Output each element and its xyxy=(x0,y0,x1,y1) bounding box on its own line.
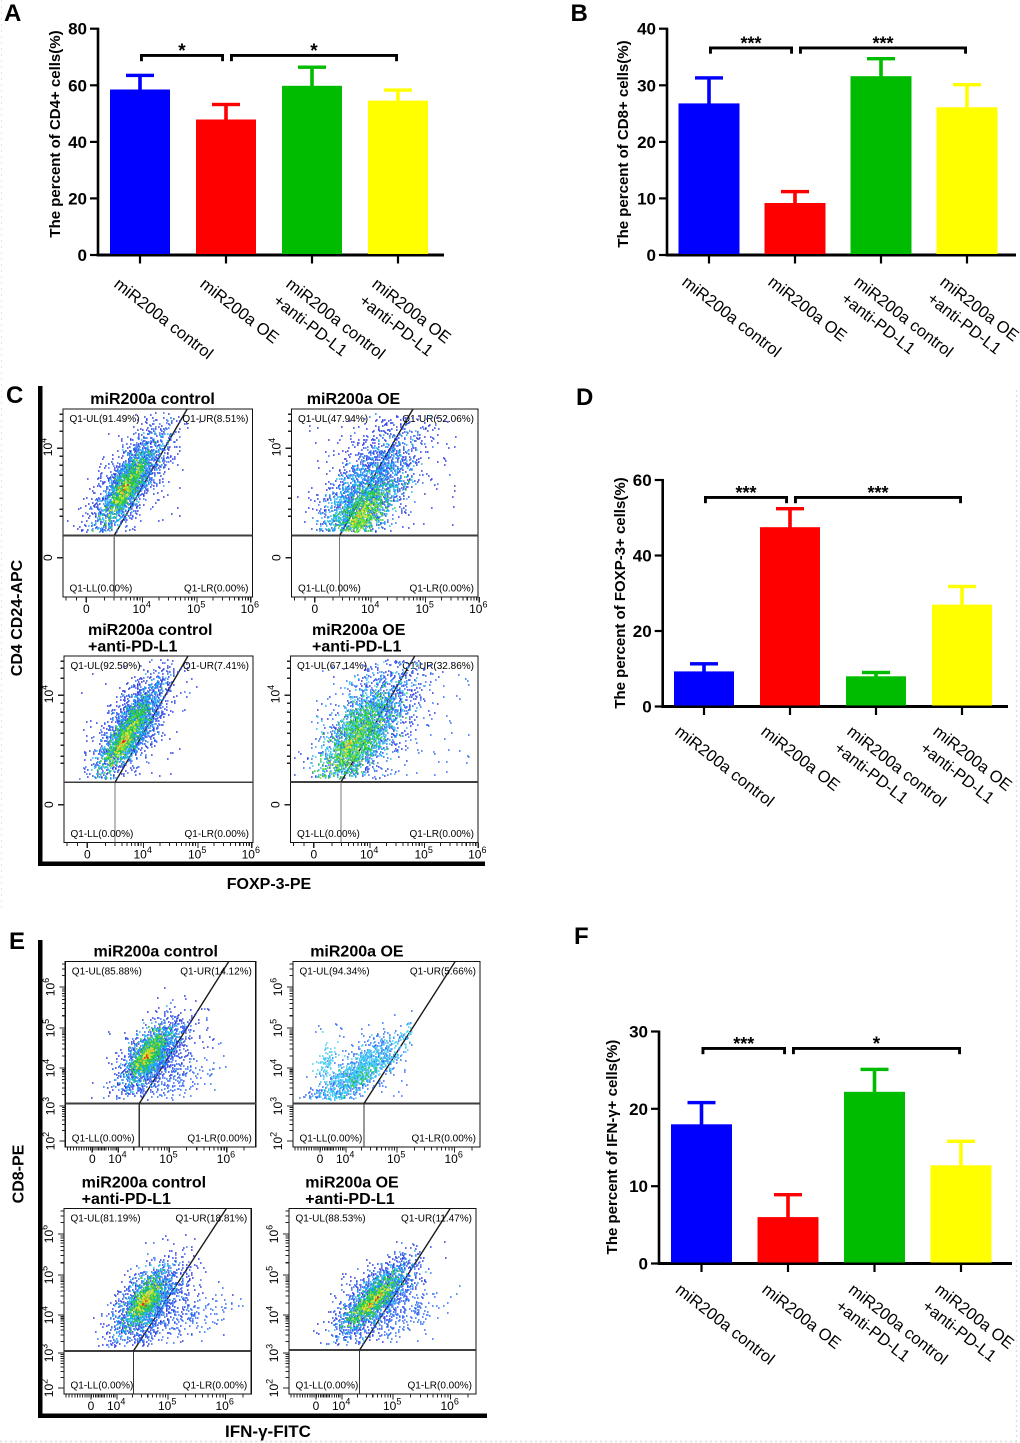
svg-text:The percent of FOXP-3+ cells(%: The percent of FOXP-3+ cells(%) xyxy=(612,477,629,708)
svg-text:Q1-UR(14.12%): Q1-UR(14.12%) xyxy=(180,967,252,978)
svg-text:Q1-UR(52.06%): Q1-UR(52.06%) xyxy=(402,414,474,425)
svg-text:Q1-LL(0.00%): Q1-LL(0.00%) xyxy=(297,829,360,840)
svg-text:0: 0 xyxy=(89,1152,96,1166)
svg-text:Q1-UR(7.41%): Q1-UR(7.41%) xyxy=(183,661,249,672)
svg-text:miR200a control: miR200a control xyxy=(94,944,218,961)
svg-text:0: 0 xyxy=(642,698,651,717)
svg-text:10: 10 xyxy=(637,189,656,208)
svg-text:+anti-PD-L1: +anti-PD-L1 xyxy=(305,1191,394,1208)
svg-text:Q1-UL(92.59%): Q1-UL(92.59%) xyxy=(71,661,141,672)
svg-text:0: 0 xyxy=(269,801,283,808)
svg-text:Q1-LL(0.00%): Q1-LL(0.00%) xyxy=(298,584,361,595)
svg-text:miR200a OE: miR200a OE xyxy=(310,944,404,961)
svg-text:20: 20 xyxy=(629,1100,648,1119)
svg-text:A: A xyxy=(4,0,21,27)
svg-text:miR200a control: miR200a control xyxy=(88,622,212,639)
svg-text:0: 0 xyxy=(78,246,87,265)
svg-text:miR200a OE: miR200a OE xyxy=(312,622,406,639)
svg-text:Q1-UL(94.34%): Q1-UL(94.34%) xyxy=(300,967,370,978)
svg-text:0: 0 xyxy=(83,602,90,616)
svg-text:0: 0 xyxy=(313,1399,320,1413)
svg-text:Q1-UR(18.81%): Q1-UR(18.81%) xyxy=(175,1214,247,1225)
svg-text:***: *** xyxy=(867,483,888,503)
svg-text:Q1-LL(0.00%): Q1-LL(0.00%) xyxy=(72,1134,135,1145)
svg-text:miR200a OE: miR200a OE xyxy=(305,1175,399,1192)
svg-text:*: * xyxy=(310,41,318,62)
svg-text:FOXP-3-PE: FOXP-3-PE xyxy=(227,876,312,893)
svg-text:60: 60 xyxy=(68,76,87,95)
svg-text:E: E xyxy=(9,928,25,955)
svg-text:0: 0 xyxy=(84,848,91,862)
svg-text:40: 40 xyxy=(68,133,87,152)
svg-text:CD8-PE: CD8-PE xyxy=(11,1144,28,1203)
svg-text:Q1-LR(0.00%): Q1-LR(0.00%) xyxy=(410,584,474,595)
svg-text:60: 60 xyxy=(633,471,652,490)
svg-text:10: 10 xyxy=(629,1177,648,1196)
svg-text:Q1-LL(0.00%): Q1-LL(0.00%) xyxy=(71,829,134,840)
svg-text:+anti-PD-L1: +anti-PD-L1 xyxy=(88,639,177,656)
svg-text:80: 80 xyxy=(68,20,87,39)
svg-text:Q1-UL(85.88%): Q1-UL(85.88%) xyxy=(72,967,142,978)
svg-text:miR200a control: miR200a control xyxy=(82,1175,206,1192)
svg-text:Q1-UL(91.49%): Q1-UL(91.49%) xyxy=(70,414,140,425)
svg-text:Q1-UR(8.51%): Q1-UR(8.51%) xyxy=(182,414,248,425)
svg-text:***: *** xyxy=(735,483,756,503)
svg-text:20: 20 xyxy=(633,622,652,641)
svg-text:Q1-LR(0.00%): Q1-LR(0.00%) xyxy=(412,1134,476,1145)
svg-text:+anti-PD-L1: +anti-PD-L1 xyxy=(312,639,401,656)
svg-text:Q1-LR(0.00%): Q1-LR(0.00%) xyxy=(185,829,249,840)
svg-text:30: 30 xyxy=(629,1023,648,1042)
svg-text:0: 0 xyxy=(317,1152,324,1166)
svg-text:0: 0 xyxy=(41,554,55,561)
svg-text:Q1-LR(0.00%): Q1-LR(0.00%) xyxy=(184,584,248,595)
svg-text:+anti-PD-L1: +anti-PD-L1 xyxy=(82,1191,171,1208)
svg-text:Q1-LL(0.00%): Q1-LL(0.00%) xyxy=(70,584,133,595)
svg-text:***: *** xyxy=(733,1034,754,1054)
svg-text:0: 0 xyxy=(88,1399,95,1413)
svg-text:B: B xyxy=(571,0,588,27)
svg-text:IFN-γ-FITC: IFN-γ-FITC xyxy=(225,1422,311,1441)
svg-text:Q1-LL(0.00%): Q1-LL(0.00%) xyxy=(296,1381,359,1392)
svg-text:Q1-LL(0.00%): Q1-LL(0.00%) xyxy=(300,1134,363,1145)
svg-text:The percent of CD4+ cells(%): The percent of CD4+ cells(%) xyxy=(47,30,64,237)
svg-text:C: C xyxy=(6,382,23,409)
svg-text:0: 0 xyxy=(647,246,656,265)
svg-text:40: 40 xyxy=(633,547,652,566)
svg-text:Q1-LR(0.00%): Q1-LR(0.00%) xyxy=(408,1381,472,1392)
svg-text:*: * xyxy=(178,41,186,62)
svg-text:***: *** xyxy=(872,34,893,54)
svg-text:Q1-LL(0.00%): Q1-LL(0.00%) xyxy=(71,1381,134,1392)
svg-text:Q1-UL(47.94%): Q1-UL(47.94%) xyxy=(298,414,368,425)
svg-text:40: 40 xyxy=(637,20,656,39)
svg-text:***: *** xyxy=(740,34,761,54)
svg-text:20: 20 xyxy=(68,189,87,208)
svg-text:0: 0 xyxy=(310,848,317,862)
svg-text:Q1-LR(0.00%): Q1-LR(0.00%) xyxy=(410,829,474,840)
svg-text:0: 0 xyxy=(270,554,284,561)
svg-text:Q1-LR(0.00%): Q1-LR(0.00%) xyxy=(187,1134,251,1145)
svg-text:0: 0 xyxy=(639,1255,648,1274)
svg-text:Q1-UR(5.66%): Q1-UR(5.66%) xyxy=(410,967,476,978)
svg-text:*: * xyxy=(873,1034,881,1055)
svg-text:miR200a OE: miR200a OE xyxy=(307,391,401,408)
svg-text:F: F xyxy=(574,923,589,950)
svg-text:0: 0 xyxy=(42,801,56,808)
svg-text:miR200a control: miR200a control xyxy=(90,391,214,408)
svg-text:Q1-UR(32.86%): Q1-UR(32.86%) xyxy=(402,661,474,672)
svg-text:The percent of CD8+ cells(%): The percent of CD8+ cells(%) xyxy=(615,40,632,247)
svg-text:The percent of IFN-γ+ cells(%): The percent of IFN-γ+ cells(%) xyxy=(604,1040,621,1255)
svg-text:Q1-LR(0.00%): Q1-LR(0.00%) xyxy=(183,1381,247,1392)
svg-text:30: 30 xyxy=(637,76,656,95)
svg-text:20: 20 xyxy=(637,133,656,152)
svg-text:Q1-UR(11.47%): Q1-UR(11.47%) xyxy=(401,1214,472,1225)
svg-text:Q1-UL(88.53%): Q1-UL(88.53%) xyxy=(296,1214,366,1225)
svg-text:CD4 CD24-APC: CD4 CD24-APC xyxy=(9,559,26,676)
svg-text:Q1-UL(81.19%): Q1-UL(81.19%) xyxy=(71,1214,141,1225)
svg-text:0: 0 xyxy=(311,602,318,616)
svg-text:D: D xyxy=(576,384,593,411)
